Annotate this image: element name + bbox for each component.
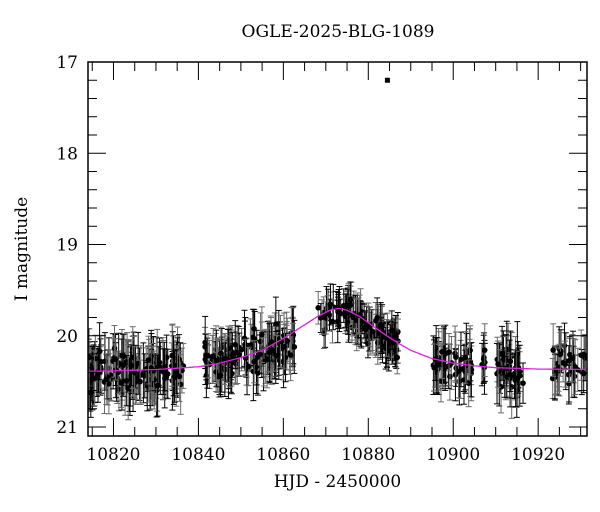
- x-tick-label: 10840: [171, 445, 225, 465]
- y-tick-label: 21: [56, 418, 78, 438]
- y-tick-label: 17: [56, 53, 78, 73]
- model-curve: [88, 307, 587, 372]
- y-tick-label: 18: [56, 144, 78, 164]
- axes: 10820 10840 10860 10880 10900 10920 17 18 19 20 21: [56, 53, 588, 465]
- x-tick-label: 10880: [341, 445, 395, 465]
- x-tick-label: 10900: [426, 445, 480, 465]
- y-tick-label: 19: [56, 236, 78, 256]
- y-tick-label: 20: [56, 327, 78, 347]
- x-tick-label: 10820: [86, 445, 140, 465]
- chart-title: OGLE-2025-BLG-1089: [241, 22, 435, 42]
- x-tick-label: 10860: [256, 445, 310, 465]
- x-tick-label: 10920: [511, 445, 565, 465]
- x-axis-label: HJD - 2450000: [273, 472, 402, 492]
